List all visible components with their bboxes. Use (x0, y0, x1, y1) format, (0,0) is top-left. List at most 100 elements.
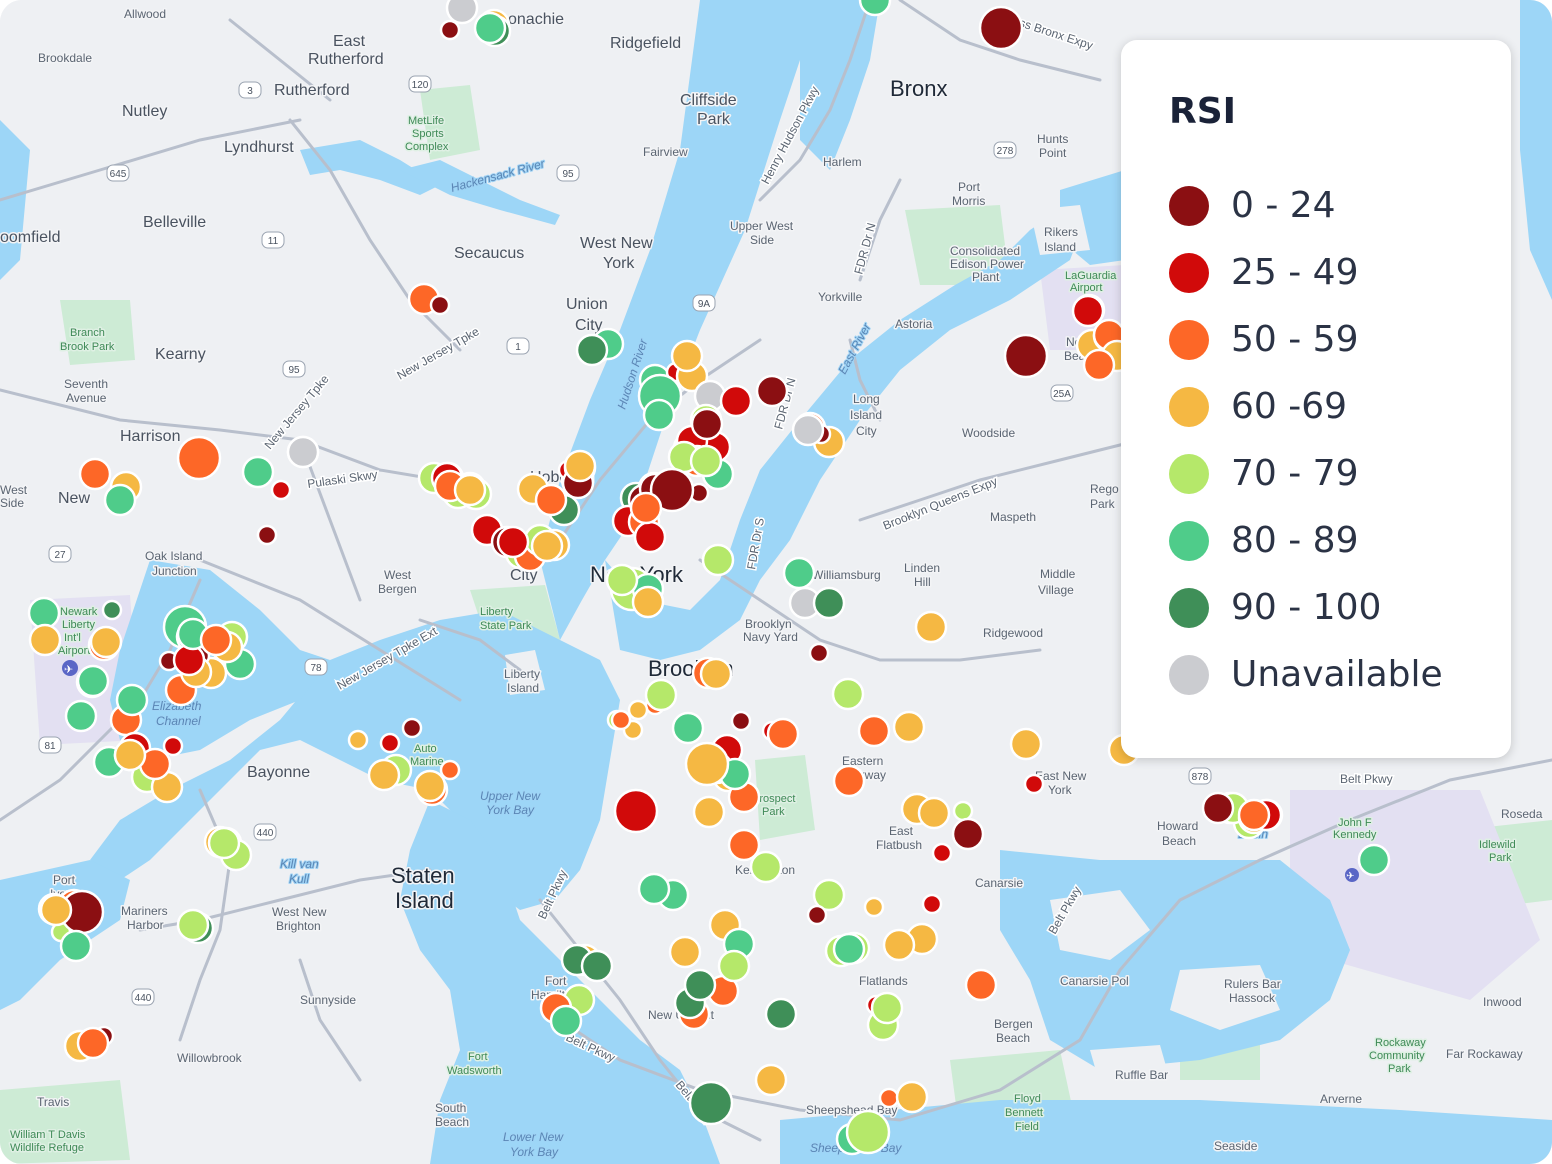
station-marker-rsi-25-49[interactable] (379, 732, 401, 754)
station-marker-rsi-80-89[interactable] (858, 0, 892, 17)
station-marker-rsi-25-49[interactable] (921, 893, 943, 915)
station-marker-rsi-60-69[interactable] (453, 473, 487, 507)
station-marker-rsi-50-59[interactable] (832, 764, 866, 798)
station-marker-rsi-0-24[interactable] (429, 294, 451, 316)
station-marker-rsi-60-69[interactable] (892, 710, 926, 744)
station-marker-rsi-80-89[interactable] (832, 932, 866, 966)
station-marker-rsi-60-69[interactable] (39, 893, 73, 927)
station-marker-rsi-70-79[interactable] (812, 878, 846, 912)
station-marker-rsi-80-89[interactable] (473, 11, 507, 45)
station-marker-rsi-0-24[interactable] (806, 904, 828, 926)
station-marker-rsi-70-79[interactable] (605, 563, 639, 597)
station-marker-rsi-70-79[interactable] (870, 991, 904, 1025)
station-marker-rsi-unavailable[interactable] (445, 0, 479, 25)
station-marker-rsi-80-89[interactable] (103, 483, 137, 517)
station-marker-rsi-60-69[interactable] (367, 758, 401, 792)
station-marker-rsi-50-59[interactable] (439, 759, 461, 781)
station-marker-rsi-0-24[interactable] (256, 524, 278, 546)
station-marker-rsi-0-24[interactable] (439, 19, 461, 41)
station-marker-rsi-80-89[interactable] (59, 929, 93, 963)
station-marker-rsi-70-79[interactable] (176, 908, 210, 942)
station-marker-rsi-0-24[interactable] (978, 5, 1024, 51)
station-marker-rsi-80-89[interactable] (76, 664, 110, 698)
station-marker-rsi-60-69[interactable] (563, 449, 597, 483)
station-marker-rsi-60-69[interactable] (413, 769, 447, 803)
station-marker-rsi-60-69[interactable] (631, 585, 665, 619)
station-marker-rsi-90-100[interactable] (683, 968, 717, 1002)
station-marker-rsi-25-49[interactable] (613, 788, 659, 834)
station-marker-rsi-70-79[interactable] (207, 826, 241, 860)
station-marker-rsi-80-89[interactable] (115, 683, 149, 717)
station-marker-rsi-90-100[interactable] (764, 997, 798, 1031)
station-marker-rsi-50-59[interactable] (629, 491, 663, 525)
station-marker-rsi-25-49[interactable] (1071, 294, 1105, 328)
station-marker-rsi-unavailable[interactable] (791, 413, 825, 447)
station-marker-rsi-0-24[interactable] (808, 642, 830, 664)
station-marker-rsi-80-89[interactable] (642, 398, 676, 432)
station-marker-rsi-unavailable[interactable] (286, 435, 320, 469)
station-marker-rsi-60-69[interactable] (89, 625, 123, 659)
station-marker-rsi-60-69[interactable] (670, 339, 704, 373)
station-marker-rsi-90-100[interactable] (575, 333, 609, 367)
station-marker-rsi-60-69[interactable] (1009, 727, 1043, 761)
station-marker-rsi-50-59[interactable] (1237, 798, 1271, 832)
station-marker-rsi-0-24[interactable] (730, 710, 752, 732)
station-marker-rsi-60-69[interactable] (28, 623, 62, 657)
station-marker-rsi-50-59[interactable] (1082, 348, 1116, 382)
station-marker-rsi-50-59[interactable] (76, 1026, 110, 1060)
station-marker-rsi-80-89[interactable] (64, 699, 98, 733)
station-marker-rsi-50-59[interactable] (964, 968, 998, 1002)
station-marker-rsi-50-59[interactable] (78, 457, 112, 491)
station-marker-rsi-60-69[interactable] (895, 1080, 929, 1114)
station-marker-rsi-60-69[interactable] (113, 738, 147, 772)
station-marker-rsi-60-69[interactable] (882, 928, 916, 962)
station-marker-rsi-0-24[interactable] (1003, 333, 1049, 379)
station-marker-rsi-90-100[interactable] (688, 1080, 734, 1126)
station-marker-rsi-60-69[interactable] (863, 896, 885, 918)
station-marker-rsi-70-79[interactable] (701, 543, 735, 577)
station-marker-rsi-60-69[interactable] (347, 729, 369, 751)
station-marker-rsi-60-69[interactable] (692, 795, 726, 829)
station-marker-rsi-25-49[interactable] (719, 384, 753, 418)
station-marker-rsi-0-24[interactable] (755, 374, 789, 408)
station-marker-rsi-60-69[interactable] (917, 796, 951, 830)
station-marker-rsi-70-79[interactable] (749, 850, 783, 884)
station-marker-rsi-70-79[interactable] (952, 800, 974, 822)
station-marker-rsi-90-100[interactable] (101, 599, 123, 621)
station-marker-rsi-50-59[interactable] (199, 623, 233, 657)
station-marker-rsi-25-49[interactable] (931, 842, 953, 864)
station-marker-rsi-25-49[interactable] (270, 479, 292, 501)
station-marker-rsi-70-79[interactable] (831, 677, 865, 711)
station-marker-rsi-70-79[interactable] (689, 444, 723, 478)
station-marker-rsi-50-59[interactable] (878, 1087, 900, 1109)
station-marker-rsi-50-59[interactable] (534, 483, 568, 517)
station-marker-rsi-50-59[interactable] (857, 714, 891, 748)
station-marker-rsi-0-24[interactable] (1201, 791, 1235, 825)
station-marker-rsi-80-89[interactable] (782, 556, 816, 590)
station-marker-rsi-60-69[interactable] (627, 699, 649, 721)
station-marker-rsi-60-69[interactable] (668, 935, 702, 969)
station-marker-rsi-25-49[interactable] (162, 735, 184, 757)
station-marker-rsi-70-79[interactable] (644, 678, 678, 712)
station-marker-rsi-60-69[interactable] (684, 741, 730, 787)
station-marker-rsi-60-69[interactable] (914, 610, 948, 644)
station-marker-rsi-70-79[interactable] (717, 949, 751, 983)
station-marker-rsi-70-79[interactable] (845, 1109, 891, 1155)
station-marker-rsi-50-59[interactable] (766, 717, 800, 751)
station-marker-rsi-50-59[interactable] (727, 828, 761, 862)
station-marker-rsi-60-69[interactable] (530, 529, 564, 563)
station-marker-rsi-80-89[interactable] (671, 711, 705, 745)
station-marker-rsi-0-24[interactable] (951, 817, 985, 851)
station-marker-rsi-80-89[interactable] (27, 596, 61, 630)
station-marker-rsi-25-49[interactable] (1023, 773, 1045, 795)
station-marker-rsi-50-59[interactable] (176, 435, 222, 481)
station-marker-rsi-80-89[interactable] (1357, 843, 1391, 877)
station-marker-rsi-90-100[interactable] (580, 949, 614, 983)
station-marker-rsi-0-24[interactable] (690, 407, 724, 441)
station-marker-rsi-60-69[interactable] (699, 657, 733, 691)
station-marker-rsi-25-49[interactable] (633, 520, 667, 554)
station-marker-rsi-50-59[interactable] (610, 709, 632, 731)
station-marker-rsi-80-89[interactable] (549, 1004, 583, 1038)
station-marker-rsi-25-49[interactable] (496, 525, 530, 559)
